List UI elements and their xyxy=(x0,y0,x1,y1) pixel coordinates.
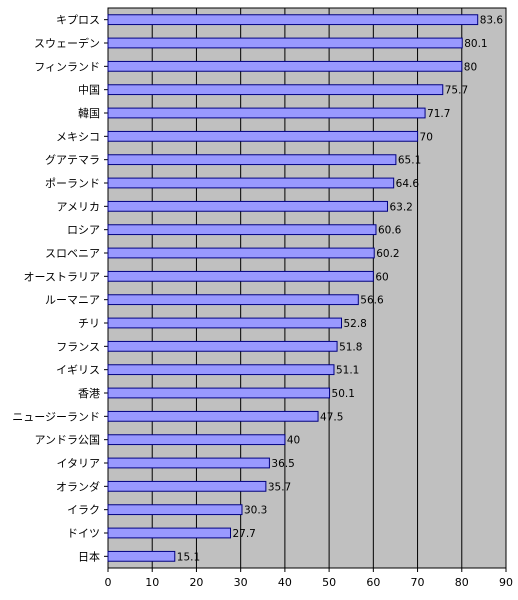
data-label: 36.5 xyxy=(271,458,294,470)
bar xyxy=(107,480,267,492)
data-label: 60.2 xyxy=(376,248,399,260)
category-label: フランス xyxy=(56,340,100,353)
x-tick-label: 60 xyxy=(366,576,380,589)
category-label: 中国 xyxy=(78,84,100,97)
data-label: 56.6 xyxy=(360,295,384,307)
bar xyxy=(107,340,338,352)
category-label: イラク xyxy=(67,504,100,517)
data-label: 60 xyxy=(375,271,388,283)
category-label: キプロス xyxy=(56,14,100,27)
category-label: アンドラ公国 xyxy=(34,434,100,447)
bar xyxy=(107,14,479,26)
bar xyxy=(107,317,342,329)
category-label: チリ xyxy=(78,317,100,330)
bar xyxy=(107,247,375,259)
category-label: スロベニア xyxy=(45,247,100,260)
bar xyxy=(107,364,335,376)
data-label: 64.6 xyxy=(396,178,420,190)
data-label: 51.1 xyxy=(336,365,359,377)
data-label: 70 xyxy=(420,131,433,143)
data-label: 80 xyxy=(464,61,477,73)
data-label: 15.1 xyxy=(177,551,200,563)
category-label: メキシコ xyxy=(56,130,100,143)
bar xyxy=(107,410,319,422)
bar xyxy=(107,387,331,399)
data-label: 65.1 xyxy=(398,155,421,167)
category-label: ポーランド xyxy=(45,177,100,190)
bar xyxy=(107,504,243,516)
data-label: 27.7 xyxy=(232,528,255,540)
bar xyxy=(107,270,374,282)
bar xyxy=(107,107,426,119)
plot-area xyxy=(107,7,507,569)
x-tick-label: 90 xyxy=(499,576,513,589)
category-label: オランダ xyxy=(56,479,100,493)
bar xyxy=(107,37,463,49)
x-tick-label: 70 xyxy=(411,576,425,589)
x-tick-label: 30 xyxy=(234,576,248,589)
data-label: 51.8 xyxy=(339,341,362,353)
category-label: フィンランド xyxy=(34,60,100,73)
bar xyxy=(107,154,397,166)
bar xyxy=(107,224,377,236)
data-label: 52.8 xyxy=(343,318,366,330)
bar xyxy=(107,84,444,96)
bar xyxy=(107,527,231,539)
data-label: 60.6 xyxy=(378,225,402,237)
data-label: 40 xyxy=(287,435,300,447)
data-label: 50.1 xyxy=(332,388,355,400)
category-label: アメリカ xyxy=(57,200,100,213)
data-label: 30.3 xyxy=(244,505,267,517)
category-label: イタリア xyxy=(56,457,100,470)
data-label: 47.5 xyxy=(320,411,343,423)
category-label: ドイツ xyxy=(67,527,100,540)
bar xyxy=(107,434,286,446)
x-tick-label: 20 xyxy=(189,576,203,589)
bar xyxy=(107,177,395,189)
data-label: 83.6 xyxy=(480,15,504,27)
data-label: 75.7 xyxy=(445,85,468,97)
bar xyxy=(107,294,359,306)
bar xyxy=(107,200,388,212)
category-label: グアテマラ xyxy=(45,153,100,167)
category-label: イギリス xyxy=(56,364,100,377)
x-tick-label: 40 xyxy=(278,576,292,589)
bar xyxy=(107,130,419,142)
category-label: オーストラリア xyxy=(24,270,100,283)
category-label: スウェーデン xyxy=(34,36,100,50)
category-label: 香港 xyxy=(78,387,100,400)
category-label: 日本 xyxy=(78,549,100,563)
category-label: 韓国 xyxy=(78,107,100,120)
data-label: 80.1 xyxy=(464,38,487,50)
x-tick-label: 80 xyxy=(455,576,469,589)
bar xyxy=(107,60,463,72)
data-label: 35.7 xyxy=(268,481,291,493)
x-tick-label: 50 xyxy=(322,576,336,589)
category-label: ロシア xyxy=(67,224,100,237)
data-label: 63.2 xyxy=(389,201,412,213)
x-tick-label: 10 xyxy=(145,576,159,589)
x-tick-label: 0 xyxy=(105,576,112,589)
category-label: ニュージーランド xyxy=(12,410,100,423)
data-label: 71.7 xyxy=(427,108,450,120)
category-label: ルーマニア xyxy=(45,294,100,307)
bar xyxy=(107,457,270,469)
bar xyxy=(107,550,176,562)
